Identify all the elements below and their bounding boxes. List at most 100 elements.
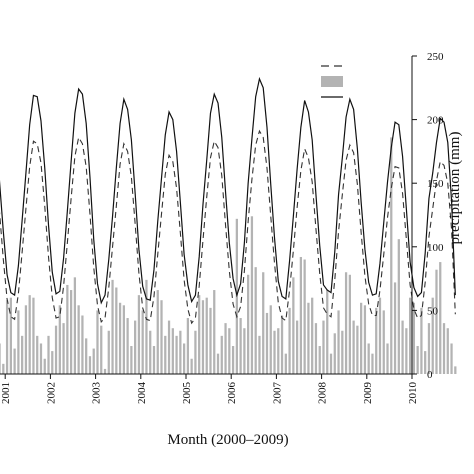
bar: [17, 310, 20, 374]
bar: [397, 239, 400, 374]
bar: [416, 346, 419, 374]
bar: [408, 297, 412, 374]
bar: [209, 307, 212, 374]
bar: [47, 335, 50, 374]
bar: [311, 297, 314, 374]
bar: [435, 269, 438, 374]
bar: [450, 343, 453, 374]
bar: [295, 320, 299, 374]
bar: [303, 259, 306, 374]
bar: [299, 256, 303, 374]
bar: [307, 302, 310, 374]
bar: [145, 279, 148, 374]
bar: [21, 335, 24, 374]
bar: [73, 277, 77, 374]
bar: [24, 305, 28, 374]
bar: [77, 305, 80, 374]
y-tick-label: 0: [427, 369, 433, 381]
bar: [386, 343, 389, 374]
bar: [262, 272, 265, 374]
dashed-series-line: [0, 129, 456, 325]
bar: [258, 335, 261, 374]
x-tick-label: 2004: [136, 382, 148, 405]
y-axis-title: precipitation (mm): [447, 132, 463, 245]
bar: [81, 315, 84, 374]
x-tick-label: 2006: [226, 382, 238, 405]
bar: [62, 323, 65, 374]
bar: [186, 318, 190, 374]
bar: [175, 335, 178, 374]
bar: [9, 297, 12, 374]
bar: [390, 137, 393, 374]
bar: [0, 343, 1, 374]
bar: [344, 272, 348, 374]
bar: [5, 300, 9, 374]
bar: [420, 307, 423, 374]
bar: [100, 325, 103, 374]
bar: [152, 346, 156, 374]
bar: [92, 348, 95, 374]
bar: [314, 323, 318, 374]
bar: [43, 358, 46, 374]
bar: [405, 328, 408, 374]
bar: [167, 320, 171, 374]
bar: [427, 323, 431, 374]
bar: [137, 295, 141, 374]
bar: [322, 320, 325, 374]
bar: [318, 346, 321, 374]
bar: [292, 277, 295, 374]
x-tick-label: 2009: [362, 382, 374, 405]
bar: [337, 310, 340, 374]
bar: [273, 330, 276, 374]
bar: [269, 305, 272, 374]
x-tick-label: 2007: [271, 382, 283, 405]
bar: [198, 295, 201, 374]
bar: [126, 318, 129, 374]
bar-series: [0, 137, 457, 374]
bar: [103, 368, 107, 374]
bar: [69, 290, 73, 374]
bar: [265, 312, 269, 374]
bar: [122, 305, 125, 374]
bar: [205, 297, 208, 374]
x-tick-label: 2003: [91, 382, 103, 405]
bar: [171, 328, 174, 374]
bar: [51, 351, 54, 374]
bar: [13, 348, 16, 374]
y-tick-label: 50: [427, 305, 439, 317]
bar: [288, 307, 291, 374]
x-axis-title: Month (2000–2009): [167, 432, 288, 448]
bar: [424, 351, 427, 374]
bar: [341, 330, 344, 374]
bar: [412, 302, 416, 374]
bar: [28, 295, 31, 374]
x-tick-label: 2002: [45, 382, 57, 404]
bar: [371, 353, 374, 374]
bar: [32, 297, 35, 374]
bar: [243, 328, 246, 374]
bar: [156, 290, 159, 374]
bar: [194, 330, 197, 374]
bar: [326, 290, 329, 374]
bar: [333, 333, 336, 374]
bar: [239, 318, 242, 374]
bar: [442, 323, 446, 374]
bar: [190, 358, 193, 374]
y-tick-label: 150: [427, 178, 444, 190]
bar: [254, 267, 257, 374]
bar: [96, 310, 99, 374]
bar: [111, 279, 114, 374]
bar: [36, 335, 39, 374]
x-tick-label: 2010: [407, 382, 419, 405]
bar: [329, 353, 333, 374]
bar: [85, 338, 88, 374]
bar: [375, 307, 378, 374]
legend: [321, 65, 343, 98]
bar: [2, 363, 5, 374]
solid-series-line: [0, 76, 456, 305]
y-axis-ticks: 0 50 100 150 200 250: [412, 51, 444, 381]
bar: [130, 346, 133, 374]
bar: [247, 274, 250, 374]
bar: [39, 343, 43, 374]
